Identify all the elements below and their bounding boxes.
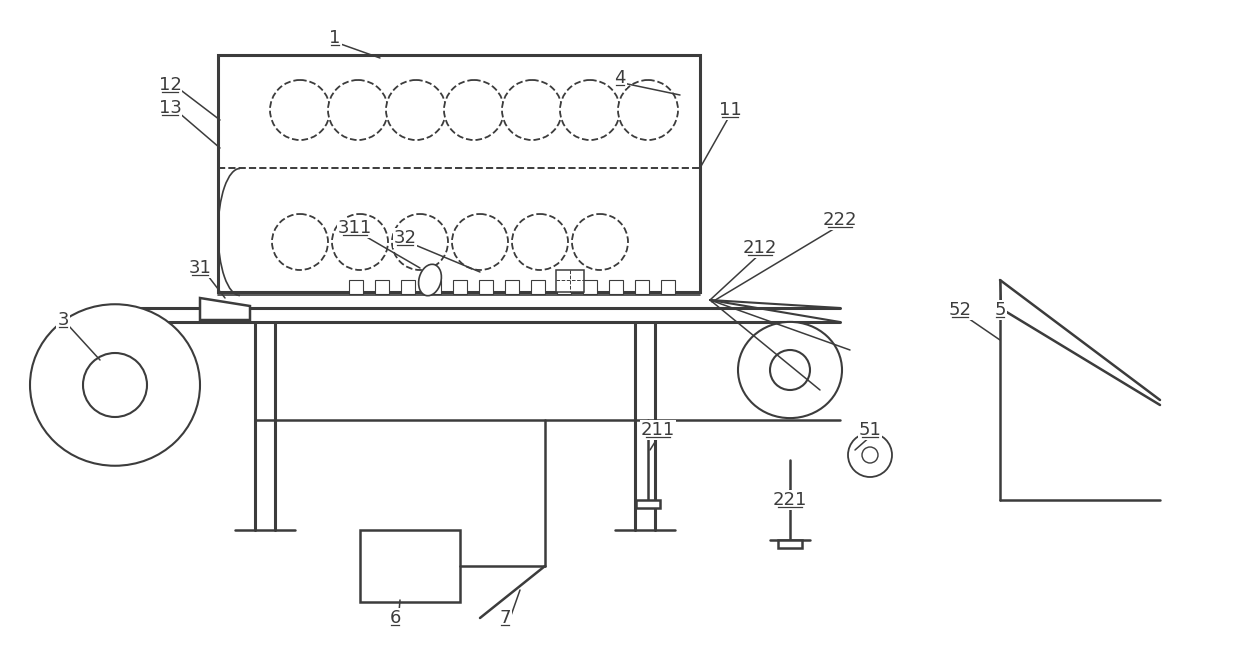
Text: 4: 4	[614, 69, 626, 87]
Circle shape	[392, 214, 448, 270]
Text: 211: 211	[641, 421, 675, 439]
Ellipse shape	[30, 304, 200, 466]
Circle shape	[560, 80, 620, 140]
Circle shape	[270, 80, 330, 140]
Text: 7: 7	[500, 609, 511, 627]
Text: 13: 13	[159, 99, 181, 117]
Bar	[583, 280, 596, 294]
Text: 12: 12	[159, 76, 181, 94]
Text: 222: 222	[823, 211, 857, 229]
Circle shape	[502, 80, 562, 140]
Bar	[427, 280, 441, 294]
Bar	[609, 280, 622, 294]
Text: 51: 51	[858, 421, 882, 439]
Bar	[505, 280, 520, 294]
Circle shape	[618, 80, 678, 140]
Text: 6: 6	[389, 609, 401, 627]
Circle shape	[272, 214, 329, 270]
Bar	[401, 280, 415, 294]
Bar	[635, 280, 649, 294]
Circle shape	[862, 447, 878, 463]
Text: 221: 221	[773, 491, 807, 509]
Circle shape	[444, 80, 503, 140]
Bar	[636, 500, 660, 508]
Bar	[777, 540, 802, 548]
Circle shape	[329, 80, 388, 140]
Bar	[557, 280, 570, 294]
Circle shape	[770, 350, 810, 390]
Bar	[453, 280, 467, 294]
Bar	[661, 280, 675, 294]
Bar	[479, 280, 494, 294]
Text: 1: 1	[330, 29, 341, 47]
Text: 5: 5	[994, 301, 1006, 319]
Circle shape	[572, 214, 627, 270]
Bar	[348, 280, 363, 294]
Circle shape	[512, 214, 568, 270]
Text: 3: 3	[57, 311, 68, 329]
Circle shape	[83, 353, 148, 417]
Bar	[218, 55, 701, 292]
Text: 52: 52	[949, 301, 971, 319]
Bar	[374, 280, 389, 294]
Ellipse shape	[419, 264, 441, 295]
Bar	[360, 530, 460, 602]
Bar	[556, 270, 584, 292]
Text: 311: 311	[337, 219, 372, 237]
Circle shape	[386, 80, 446, 140]
Circle shape	[453, 214, 508, 270]
Text: 212: 212	[743, 239, 777, 257]
Polygon shape	[200, 298, 250, 320]
Circle shape	[848, 433, 892, 477]
Text: 11: 11	[719, 101, 742, 119]
Text: 32: 32	[393, 229, 417, 247]
Bar	[531, 280, 546, 294]
Ellipse shape	[738, 322, 842, 418]
Circle shape	[332, 214, 388, 270]
Text: 31: 31	[188, 259, 212, 277]
